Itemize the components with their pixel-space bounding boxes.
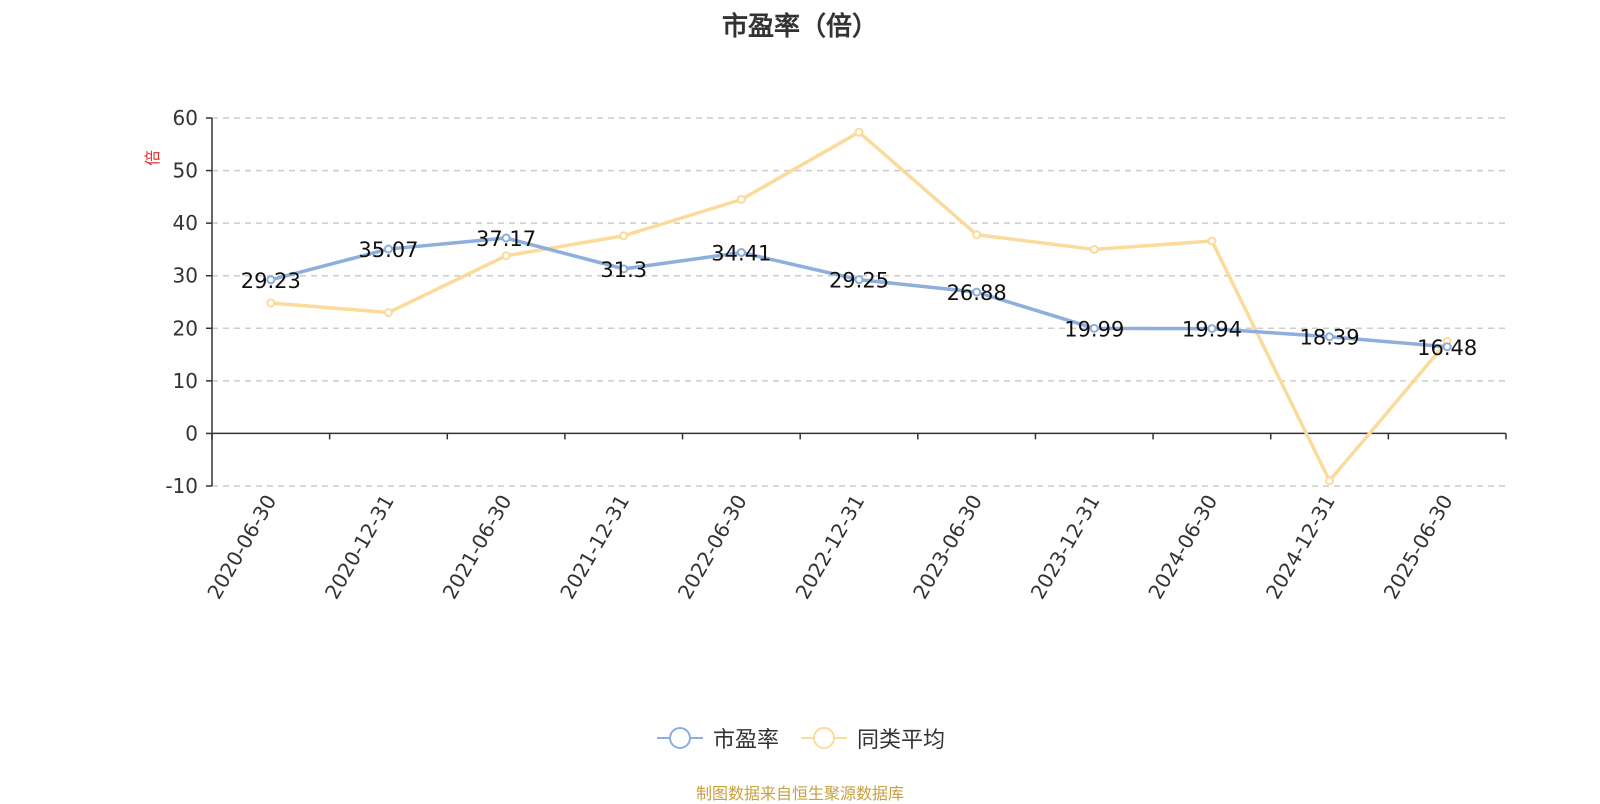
- data-label-0-5: 29.25: [829, 269, 889, 293]
- x-tick-label-1: 2020-12-31: [320, 491, 399, 604]
- legend-label-0: 市盈率: [712, 728, 779, 753]
- legend-marker-icon-0: [656, 727, 703, 749]
- point-0-4: [736, 248, 746, 258]
- point-1-4: [736, 194, 746, 204]
- y-tick-label-0: -10: [165, 474, 198, 498]
- y-tick-label-2: 10: [173, 369, 198, 393]
- data-label-0-1: 35.07: [358, 238, 418, 262]
- x-tick-label-10: 2025-06-30: [1379, 491, 1458, 604]
- x-tick-label-0: 2020-06-30: [202, 491, 281, 604]
- point-0-2: [501, 233, 511, 243]
- series-0: [266, 233, 1452, 352]
- data-label-0-3: 31.3: [600, 258, 647, 282]
- data-label-0-8: 19.94: [1182, 318, 1242, 342]
- legend-item-1[interactable]: 同类平均: [799, 722, 945, 754]
- x-tick-label-2: 2021-06-30: [438, 491, 517, 604]
- x-tick-label-6: 2023-06-30: [908, 491, 987, 604]
- y-tick-label-5: 40: [173, 211, 198, 235]
- point-0-5: [854, 275, 864, 285]
- point-1-5: [854, 127, 864, 137]
- point-0-8: [1207, 324, 1217, 334]
- data-labels: 29.23 35.07 37.17 31.3 34.41 29.25 26.88 19.99 1…: [241, 227, 1477, 360]
- point-0-9: [1325, 332, 1335, 342]
- data-label-0-10: 16.48: [1417, 336, 1477, 360]
- point-1-1: [383, 308, 393, 318]
- series: [266, 127, 1452, 486]
- point-1-7: [1089, 244, 1099, 254]
- point-0-1: [383, 244, 393, 254]
- point-1-3: [619, 231, 629, 241]
- x-tick-label-5: 2022-12-31: [790, 491, 869, 604]
- point-0-3: [619, 264, 629, 274]
- point-0-0: [266, 275, 276, 285]
- x-tick-label-8: 2024-06-30: [1143, 491, 1222, 604]
- legend-label-1: 同类平均: [857, 728, 946, 753]
- point-1-9: [1325, 476, 1335, 486]
- y-tick-label-7: 60: [173, 106, 198, 130]
- series-1: [266, 127, 1452, 486]
- y-tick-label-1: 0: [185, 421, 198, 445]
- data-label-0-4: 34.41: [711, 242, 771, 266]
- point-0-10: [1442, 342, 1452, 352]
- series-line-1: [270, 130, 1449, 483]
- point-1-2: [501, 251, 511, 261]
- x-tick-label-3: 2021-12-31: [555, 491, 634, 604]
- legend-marker-icon-1: [801, 727, 847, 749]
- source-note: 制图数据来自恒生聚源数据库: [695, 784, 904, 803]
- y-tick-label-6: 50: [173, 159, 198, 183]
- data-label-0-0: 29.23: [241, 269, 301, 293]
- x-tick-label-9: 2024-12-31: [1261, 491, 1340, 604]
- point-1-0: [266, 298, 276, 308]
- point-0-7: [1089, 323, 1099, 333]
- x-tick-label-4: 2022-06-30: [673, 491, 752, 604]
- data-label-0-2: 37.17: [476, 227, 536, 251]
- y-tick-label-3: 20: [173, 316, 198, 340]
- legend-item-0[interactable]: 市盈率: [655, 722, 779, 754]
- data-label-0-6: 26.88: [947, 281, 1007, 305]
- axes: -10 0 10 20 30 40 50 60 2020-06-30 2020-12-31 2021…: [165, 106, 1507, 604]
- point-1-8: [1207, 236, 1217, 246]
- chart-title: 市盈率（倍）: [721, 12, 878, 42]
- data-label-0-7: 19.99: [1064, 317, 1124, 341]
- y-axis-label: 倍: [143, 150, 162, 166]
- data-label-0-9: 18.39: [1299, 326, 1359, 350]
- x-tick-label-7: 2023-12-31: [1026, 491, 1105, 604]
- point-1-6: [972, 230, 982, 240]
- grid-lines: [212, 117, 1506, 487]
- point-0-6: [972, 287, 982, 297]
- y-tick-label-4: 30: [173, 264, 198, 288]
- legend: 市盈率 同类平均: [0, 722, 1600, 754]
